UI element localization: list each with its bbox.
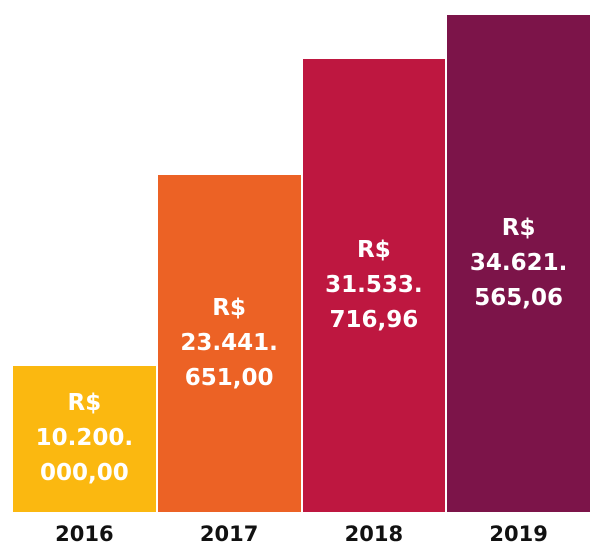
value-label: R$ 34.621. 565,06 [469, 215, 568, 311]
value-label: R$ 10.200. 000,00 [35, 390, 134, 487]
x-tick-label: 2016 [55, 522, 114, 546]
value-label: R$ 31.533. 716,96 [325, 237, 423, 334]
bar: R$ 31.533. 716,96 [302, 59, 446, 512]
x-tick-label: 2019 [489, 522, 548, 546]
bar: R$ 34.621. 565,06 [447, 15, 590, 512]
value-label: R$ 23.441. 651,00 [180, 295, 278, 392]
x-tick-label: 2017 [199, 522, 259, 546]
bar: R$ 10.200. 000,00 [13, 365, 156, 512]
bar: R$ 23.441. 651,00 [157, 175, 301, 512]
x-tick-label: 2018 [344, 522, 404, 546]
